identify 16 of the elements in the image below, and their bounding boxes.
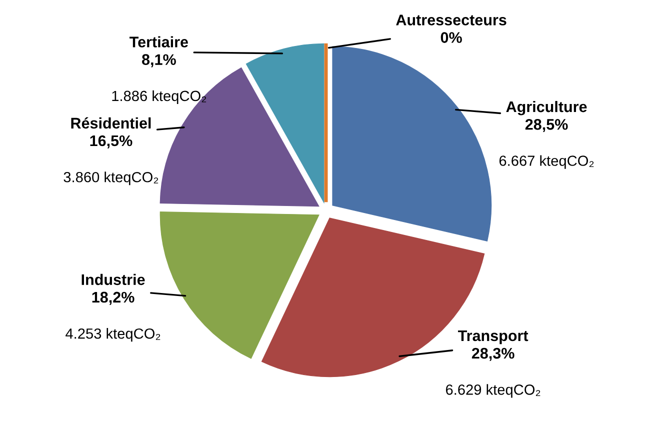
data-label: 28,5% [525, 119, 568, 132]
slice-label: Agriculture [506, 100, 587, 116]
text: 3.860 kteqCO₂ [64, 172, 158, 186]
text: 0% [440, 32, 462, 43]
data-label: 16,5% [90, 135, 132, 148]
text: 4.253 kteqCO₂ [66, 328, 160, 342]
text: 6.667 kteqCO₂ [499, 155, 594, 169]
text: 6.629 kteqCO₂ [446, 384, 540, 398]
slice-label: Tertiaire [130, 36, 188, 48]
data-label: 18,2% [92, 292, 134, 305]
slice-label: Résidentiel [71, 117, 151, 129]
data-label: 8,1% [142, 54, 176, 68]
slice-label: Industrie [82, 274, 145, 286]
data-label: 28,3% [472, 348, 514, 361]
category-label: Autressecteurs [396, 14, 506, 26]
slice-label: Transport [458, 330, 528, 344]
